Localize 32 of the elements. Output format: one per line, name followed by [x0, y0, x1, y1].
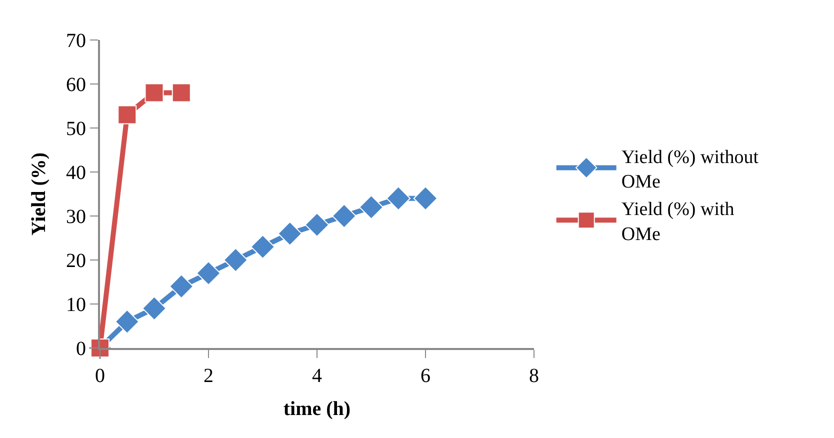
y-tick-label: 20 — [66, 250, 86, 272]
legend-label: Yield (%) with OMe — [621, 199, 735, 245]
y-tick-label: 70 — [66, 30, 86, 52]
y-tick-label: 40 — [66, 162, 86, 184]
x-tick-label: 2 — [204, 365, 214, 387]
point — [169, 274, 194, 299]
legend-label: Yield (%) without OMe — [621, 146, 760, 192]
point — [114, 309, 140, 334]
x-tick-label: 8 — [529, 365, 539, 387]
point — [172, 83, 191, 102]
y-tick-label: 50 — [66, 118, 86, 140]
point — [142, 296, 166, 321]
x-tick-label: 4 — [312, 365, 322, 387]
point — [359, 195, 384, 220]
point — [250, 234, 275, 259]
point — [386, 186, 411, 211]
point — [278, 221, 302, 246]
point — [196, 261, 221, 286]
y-tick-label: 0 — [76, 338, 86, 360]
x-tick-label: 0 — [95, 365, 105, 387]
point — [413, 186, 438, 211]
x-tick-label: 6 — [420, 365, 430, 387]
y-tick-label: 30 — [66, 206, 86, 228]
y-tick-label: 10 — [66, 294, 86, 316]
point — [304, 212, 330, 237]
point — [144, 83, 164, 102]
point — [332, 204, 356, 228]
point — [223, 248, 248, 272]
y-axis-title: Yield (%) — [28, 152, 50, 236]
y-tick-label: 60 — [66, 74, 86, 96]
point — [118, 105, 137, 124]
x-axis-title: time (h) — [283, 398, 351, 420]
